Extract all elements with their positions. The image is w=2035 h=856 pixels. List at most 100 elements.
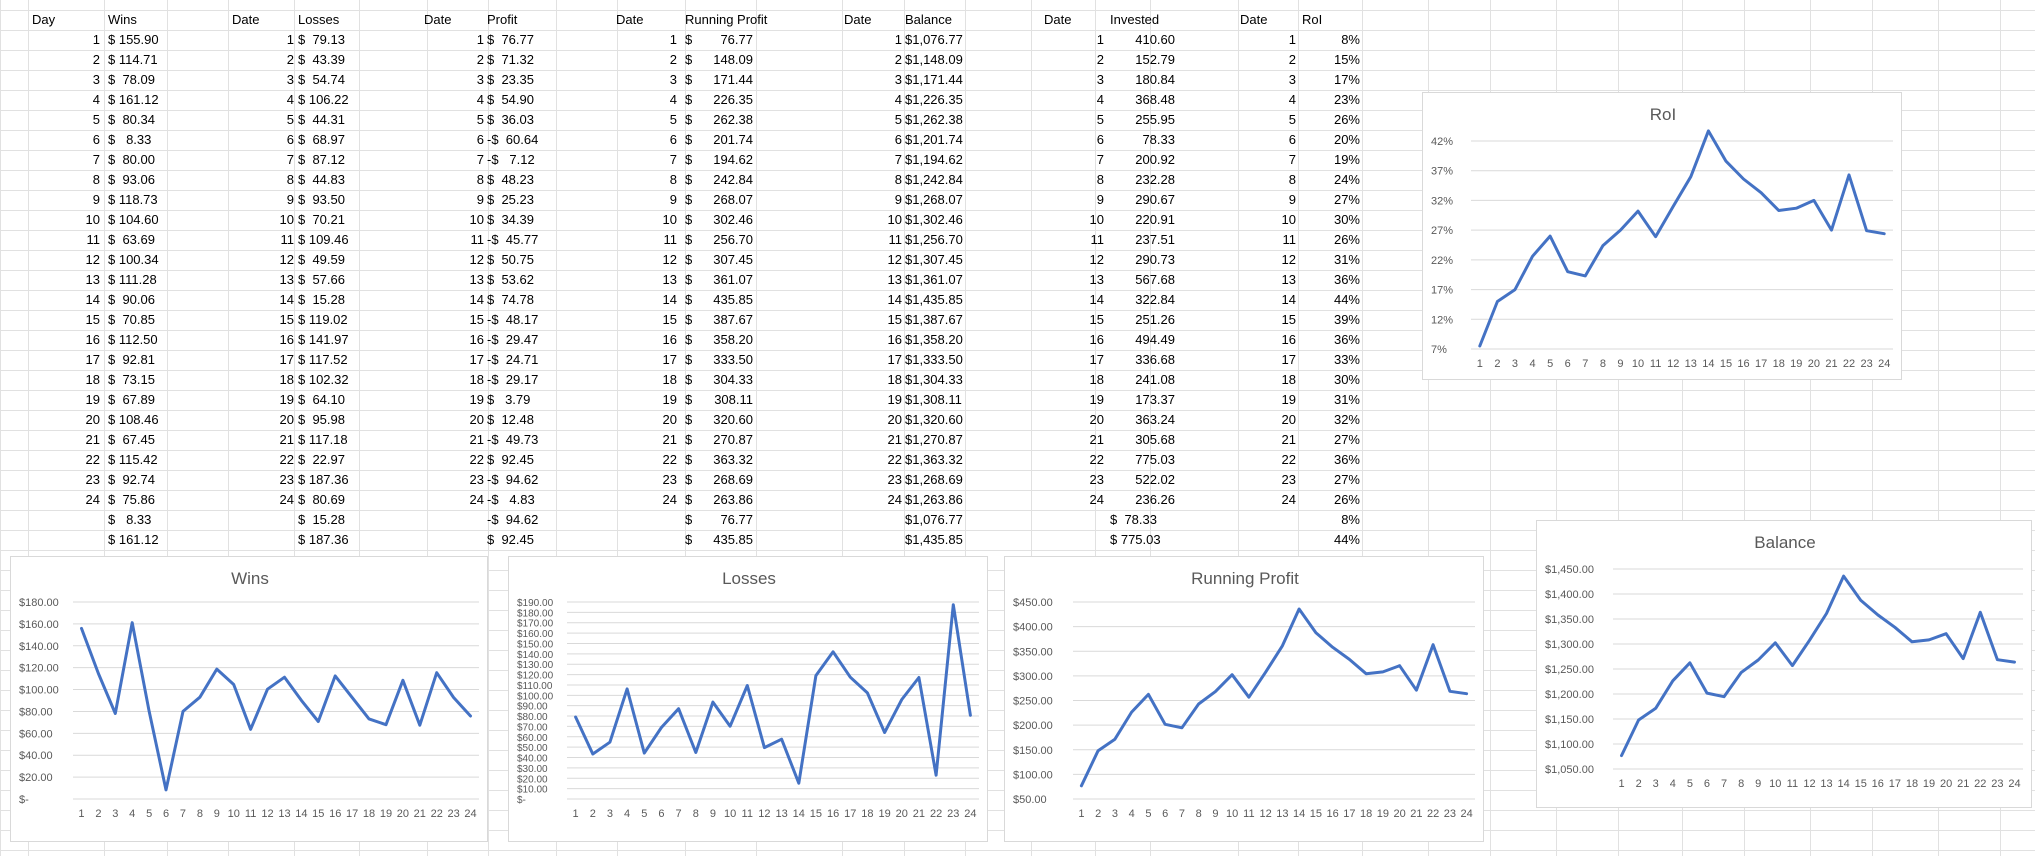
wins-value-cell[interactable]: $ 100.34: [108, 252, 159, 267]
balance-value-cell[interactable]: $1,361.07: [905, 272, 963, 287]
invested-day-cell[interactable]: 7: [1096, 152, 1104, 167]
roi-day-cell[interactable]: 24: [1281, 492, 1296, 507]
wins-value-cell[interactable]: $ 67.45: [108, 432, 155, 447]
roi-value-cell[interactable]: 15%: [1333, 52, 1360, 67]
balance-data-point[interactable]: [1909, 639, 1915, 645]
balance-data-point[interactable]: [1738, 670, 1744, 676]
invested-value-cell[interactable]: 410.60: [1135, 32, 1175, 47]
wins-value-cell[interactable]: $ 70.85: [108, 312, 155, 327]
losses-series-line[interactable]: [574, 603, 972, 785]
losses-data-point[interactable]: [590, 751, 596, 757]
profit-day-cell[interactable]: 15: [469, 312, 484, 327]
wins-day-cell[interactable]: 12: [85, 252, 100, 267]
roi-data-point[interactable]: [1617, 227, 1623, 233]
balance-value-cell[interactable]: $1,302.46: [905, 212, 963, 227]
wins-data-point[interactable]: [214, 666, 220, 672]
running-value-cell[interactable]: 307.45: [713, 252, 753, 267]
wins-day-cell[interactable]: 18: [85, 372, 100, 387]
wins-day-cell[interactable]: 7: [92, 152, 100, 167]
losses-day-cell[interactable]: 13: [279, 272, 294, 287]
wins-series-line[interactable]: [80, 621, 472, 792]
roi-value-cell[interactable]: 24%: [1333, 172, 1360, 187]
running-day-cell[interactable]: 23: [662, 472, 677, 487]
invested-value-cell[interactable]: 180.84: [1135, 72, 1175, 87]
balance-day-cell[interactable]: 1: [894, 32, 902, 47]
profit-day-cell[interactable]: 4: [476, 92, 484, 107]
wins-data-point[interactable]: [281, 674, 287, 680]
losses-value-cell[interactable]: $ 117.18: [298, 432, 348, 447]
profit-day-cell[interactable]: 7: [476, 152, 484, 167]
roi-data-point[interactable]: [1494, 298, 1500, 304]
roi-day-cell[interactable]: 21: [1281, 432, 1296, 447]
balance-value-cell[interactable]: $1,333.50: [905, 352, 963, 367]
balance-value-cell[interactable]: $1,268.07: [905, 192, 963, 207]
wins-data-point[interactable]: [298, 697, 304, 703]
balance-value-cell[interactable]: $1,263.86: [905, 492, 963, 507]
invested-value-cell[interactable]: 173.37: [1135, 392, 1175, 407]
running-value-cell[interactable]: 320.60: [713, 412, 753, 427]
roi-data-point[interactable]: [1776, 208, 1782, 214]
roi-day-cell[interactable]: 10: [1281, 212, 1296, 227]
invested-day-cell[interactable]: 20: [1089, 412, 1104, 427]
profit-value-cell[interactable]: -$ 49.73: [487, 432, 539, 447]
invested-value-header[interactable]: Invested: [1110, 12, 1160, 27]
invested-value-cell[interactable]: 336.68: [1135, 352, 1175, 367]
losses-value-header[interactable]: Losses: [298, 12, 340, 27]
balance-data-point[interactable]: [1721, 694, 1727, 700]
losses-data-point[interactable]: [813, 673, 819, 679]
balance-data-point[interactable]: [1653, 705, 1659, 711]
roi-day-cell[interactable]: 5: [1288, 112, 1296, 127]
running-day-header[interactable]: Date: [616, 12, 644, 27]
roi-day-cell[interactable]: 11: [1282, 232, 1297, 247]
running-data-point[interactable]: [1346, 656, 1352, 662]
invested-value-cell[interactable]: 236.26: [1135, 492, 1175, 507]
wins-value-cell[interactable]: $ 108.46: [108, 412, 159, 427]
balance-day-cell[interactable]: 11: [888, 232, 903, 247]
wins-data-point[interactable]: [400, 677, 406, 683]
balance-day-cell[interactable]: 22: [887, 452, 902, 467]
profit-day-cell[interactable]: 10: [469, 212, 484, 227]
profit-day-cell[interactable]: 9: [476, 192, 484, 207]
roi-series-line[interactable]: [1478, 129, 1886, 348]
wins-value-cell[interactable]: $ 92.81: [108, 352, 155, 367]
balance-value-cell[interactable]: $1,262.38: [905, 112, 963, 127]
running-day-cell[interactable]: 17: [662, 352, 677, 367]
losses-day-cell[interactable]: 22: [279, 452, 294, 467]
roi-value-cell[interactable]: 27%: [1333, 432, 1360, 447]
wins-day-cell[interactable]: 20: [85, 412, 100, 427]
wins-value-cell[interactable]: $ 118.73: [108, 192, 158, 207]
wins-min-cell[interactable]: $ 8.33: [108, 512, 152, 527]
balance-data-point[interactable]: [1858, 597, 1864, 603]
losses-data-point[interactable]: [658, 724, 664, 730]
invested-day-cell[interactable]: 19: [1089, 392, 1104, 407]
invested-value-cell[interactable]: 494.49: [1135, 332, 1175, 347]
roi-data-point[interactable]: [1547, 233, 1553, 239]
balance-data-point[interactable]: [1755, 657, 1761, 663]
profit-day-cell[interactable]: 1: [476, 32, 484, 47]
invested-value-cell[interactable]: 237.51: [1135, 232, 1175, 247]
invested-day-cell[interactable]: 12: [1089, 252, 1104, 267]
wins-data-point[interactable]: [434, 670, 440, 676]
roi-day-cell[interactable]: 13: [1281, 272, 1296, 287]
profit-day-cell[interactable]: 2: [476, 52, 484, 67]
invested-day-cell[interactable]: 14: [1089, 292, 1104, 307]
losses-data-point[interactable]: [744, 683, 750, 689]
running-value-cell[interactable]: 226.35: [713, 92, 753, 107]
roi-data-point[interactable]: [1600, 243, 1606, 249]
profit-value-cell[interactable]: $ 50.75: [487, 252, 534, 267]
roi-value-cell[interactable]: 30%: [1333, 212, 1360, 227]
wins-value-cell[interactable]: $ 93.06: [108, 172, 155, 187]
roi-data-point[interactable]: [1723, 158, 1729, 164]
wins-day-cell[interactable]: 13: [85, 272, 100, 287]
invested-min-cell[interactable]: $ 78.33: [1110, 512, 1157, 527]
running-value-cell[interactable]: 262.38: [713, 112, 753, 127]
losses-data-point[interactable]: [693, 750, 699, 756]
balance-chart[interactable]: Balance $1,050.00 $1,100.00 $1,150.00 $1,200…: [1536, 520, 2032, 808]
losses-day-cell[interactable]: 3: [286, 72, 294, 87]
balance-value-cell[interactable]: $1,307.45: [905, 252, 963, 267]
profit-day-cell[interactable]: 16: [469, 332, 484, 347]
running-value-cell[interactable]: 76.77: [720, 32, 753, 47]
balance-day-cell[interactable]: 2: [894, 52, 902, 67]
running-data-point[interactable]: [1229, 672, 1235, 678]
balance-data-point[interactable]: [1960, 656, 1966, 662]
